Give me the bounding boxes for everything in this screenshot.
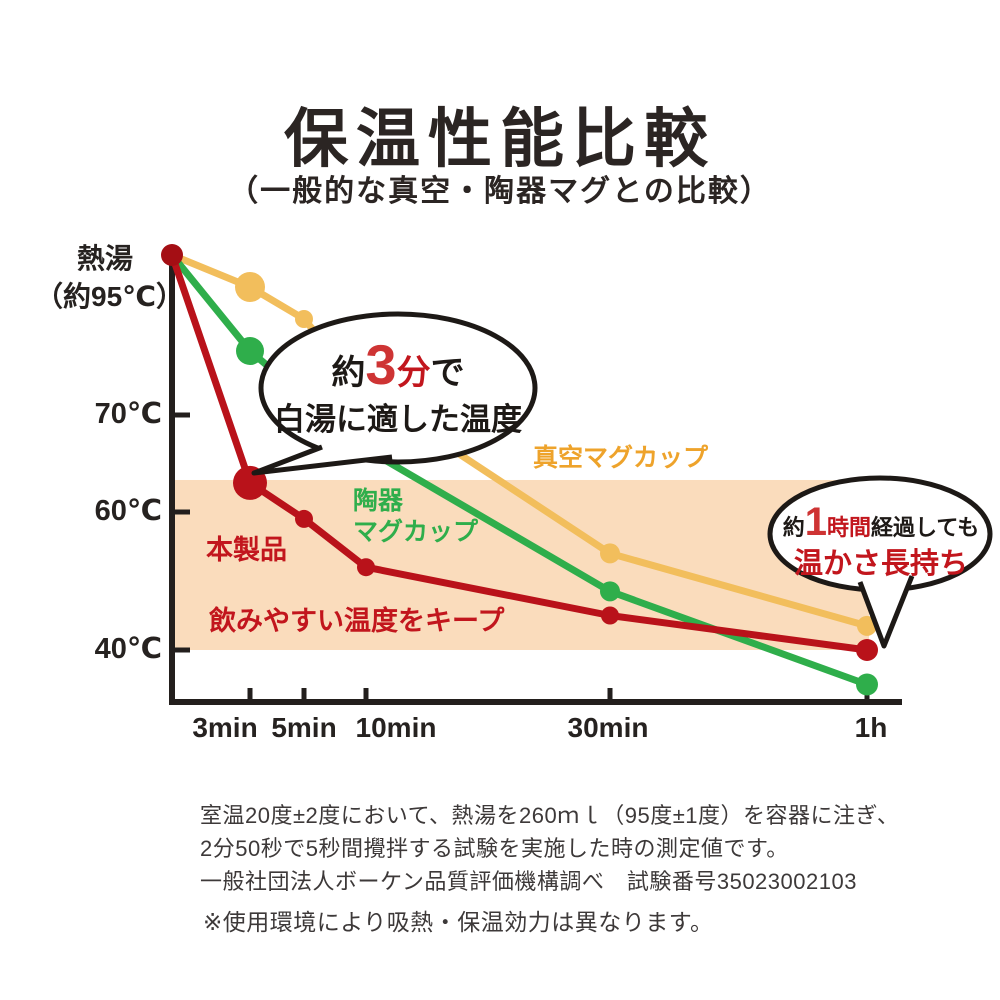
page-subtitle: （一般的な真空・陶器マグとの比較） bbox=[228, 175, 772, 208]
y-axis-start-label: 熱湯 （約95℃） bbox=[35, 240, 185, 316]
y-tick-label-70℃: 70℃ bbox=[94, 398, 162, 430]
bubble-3min-mid: 分 bbox=[396, 354, 431, 392]
bubble-3min-shape bbox=[258, 311, 538, 465]
data-point-dots bbox=[161, 244, 878, 696]
legend-ceramic-line2: マグカップ bbox=[353, 518, 479, 546]
hot-water-label: 熱湯 bbox=[76, 243, 133, 274]
start-point-95c bbox=[161, 244, 183, 266]
start-temperature-label: （約95℃） bbox=[35, 281, 185, 312]
bubble-1h-mid: 時間 bbox=[827, 515, 872, 540]
test-conditions-line1: 室温20度±2度において、熱湯を260ｍｌ（95度±1度）を容器に注ぎ、 bbox=[200, 803, 900, 828]
x-tick-label-10min: 10min bbox=[355, 712, 437, 743]
point-真空マグカップ-3min bbox=[235, 272, 265, 302]
chart-axes bbox=[169, 250, 902, 705]
point-本製品-60min bbox=[856, 639, 878, 661]
point-本製品-10min bbox=[357, 558, 375, 577]
bubble-3min-big-digit: 3 bbox=[365, 333, 397, 396]
point-本製品-30min bbox=[601, 606, 619, 625]
point-陶器マグカップ-30min bbox=[600, 581, 620, 602]
bubble-1h-pre: 約 bbox=[782, 515, 805, 540]
y-tick-label-40℃: 40℃ bbox=[94, 633, 162, 665]
point-本製品-5min bbox=[295, 509, 313, 528]
bubble-1h-text-line2: 温かさ長持ち bbox=[793, 548, 968, 580]
bubble-3min-post: で bbox=[430, 354, 465, 392]
point-真空マグカップ-5min bbox=[295, 310, 313, 328]
bubble-3min-pre: 約 bbox=[331, 354, 366, 392]
bubble-1h-post: 経過しても bbox=[871, 515, 980, 540]
page-title: 保温性能比較 bbox=[284, 103, 716, 175]
legend-ceramic-line1: 陶器 bbox=[353, 487, 404, 515]
x-tick-label-1h: 1h bbox=[854, 712, 888, 743]
bubble-3min-text-line2: 白湯に適した温度 bbox=[274, 402, 522, 437]
series-line-本製品 bbox=[168, 251, 871, 654]
speech-bubbles bbox=[251, 311, 993, 649]
bubble-1h-big-digit: 1 bbox=[804, 500, 827, 544]
test-conditions-line2: 2分50秒で5秒間攪拌する試験を実施した時の測定値です。 bbox=[200, 836, 789, 861]
test-agency-line: 一般社団法人ボーケン品質評価機構調べ 試験番号35023002103 bbox=[200, 869, 857, 894]
legend-this-product: 本製品 bbox=[206, 535, 287, 565]
x-tick-label-30min: 30min bbox=[567, 712, 649, 743]
point-陶器マグカップ-3min bbox=[236, 337, 264, 365]
bubble-1h-tail bbox=[857, 575, 915, 649]
bubble-1h-text-line1: 約1時間経過しても bbox=[772, 500, 990, 545]
legend-ceramic-mug: 陶器 マグカップ bbox=[353, 486, 478, 548]
point-陶器マグカップ-60min bbox=[856, 673, 878, 696]
x-tick-label-5min: 5min bbox=[271, 712, 337, 743]
x-tick-label-3min: 3min bbox=[192, 712, 258, 743]
band-caption: 飲みやすい温度をキープ bbox=[209, 606, 505, 636]
bubble-3min-text-line1: 約3分で bbox=[248, 332, 548, 397]
axis-ticks bbox=[172, 412, 870, 702]
legend-vacuum-mug: 真空マグカップ bbox=[533, 444, 709, 472]
y-tick-label-60℃: 60℃ bbox=[94, 495, 162, 527]
point-真空マグカップ-30min bbox=[600, 543, 620, 564]
bubble-3min-tail bbox=[251, 444, 393, 476]
disclaimer-note: ※使用環境により吸熱・保温効力は異なります。 bbox=[203, 909, 714, 935]
